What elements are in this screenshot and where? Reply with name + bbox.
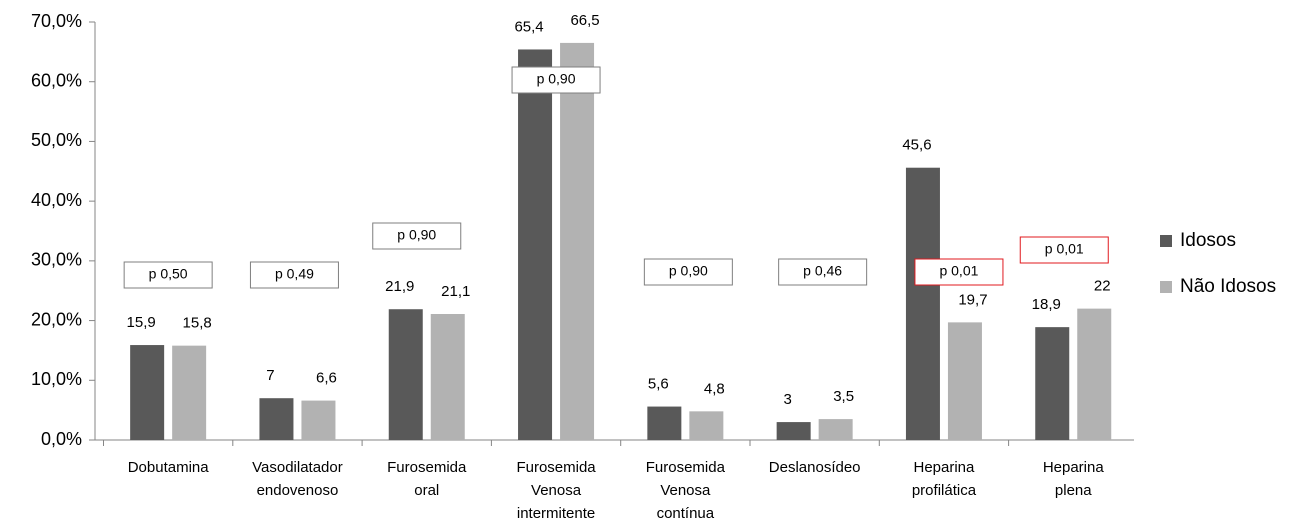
p-value-box	[372, 222, 462, 250]
p-value-label: p 0,01	[1045, 241, 1084, 257]
p-value-label: p 0,90	[669, 263, 708, 279]
bar	[689, 411, 724, 440]
y-tick-label: 10,0%	[31, 369, 82, 389]
bar	[1035, 327, 1070, 440]
y-tick-label: 60,0%	[31, 70, 82, 90]
p-value-label: p 0,01	[939, 263, 978, 279]
y-tick-label: 70,0%	[31, 11, 82, 31]
legend-swatch	[1160, 235, 1172, 247]
y-tick-label: 50,0%	[31, 130, 82, 150]
value-label: 19,7	[958, 291, 987, 308]
x-tick-label: endovenoso	[257, 482, 339, 499]
x-tick-label: Furosemida	[646, 459, 726, 476]
y-tick-label: 30,0%	[31, 250, 82, 270]
value-label: 7	[266, 367, 274, 384]
x-tick-label: Deslanosídeo	[769, 459, 861, 476]
p-value-box	[643, 258, 733, 286]
value-label: 15,8	[183, 315, 212, 332]
p-value-box	[511, 66, 601, 94]
x-tick-label: contínua	[657, 505, 715, 522]
bar	[430, 314, 465, 440]
bar	[259, 398, 294, 440]
p-value-box	[778, 258, 868, 286]
bar	[947, 322, 982, 440]
p-value-label: p 0,50	[149, 266, 188, 282]
value-label: 21,1	[441, 283, 470, 300]
x-tick-label: Venosa	[660, 482, 711, 499]
value-label: 15,9	[127, 314, 156, 331]
value-label: 18,9	[1032, 296, 1061, 313]
bar	[130, 345, 165, 440]
bar	[560, 42, 595, 441]
x-tick-label: plena	[1055, 482, 1092, 499]
x-tick-label: Vasodilatador	[252, 459, 343, 476]
p-value-box	[914, 258, 1004, 286]
p-value-label: p 0,46	[803, 263, 842, 279]
x-tick-label: oral	[414, 482, 439, 499]
p-value-label: p 0,90	[397, 227, 436, 243]
bar	[388, 309, 423, 440]
legend-swatch	[1160, 281, 1172, 293]
value-label: 65,4	[514, 18, 543, 35]
x-tick-label: Heparina	[1043, 459, 1105, 476]
value-label: 6,6	[316, 370, 337, 387]
x-tick-label: profilática	[912, 482, 977, 499]
x-tick-label: Furosemida	[387, 459, 467, 476]
legend-label: Idosos	[1180, 230, 1236, 251]
bar	[172, 345, 207, 440]
x-tick-label: Furosemida	[516, 459, 596, 476]
y-tick-label: 0,0%	[41, 429, 82, 449]
value-label: 4,8	[704, 380, 725, 397]
value-label: 21,9	[385, 278, 414, 295]
bar	[776, 422, 811, 440]
p-value-box	[123, 261, 213, 289]
bar	[1077, 308, 1112, 440]
bar	[518, 49, 553, 441]
value-label: 22	[1094, 278, 1111, 295]
bar	[818, 419, 853, 440]
value-label: 45,6	[902, 137, 931, 154]
value-label: 5,6	[648, 376, 669, 393]
value-label: 3,5	[833, 388, 854, 405]
value-label: 3	[783, 391, 791, 408]
x-tick-label: intermitente	[517, 505, 595, 522]
x-tick-label: Heparina	[914, 459, 976, 476]
p-value-box	[1019, 236, 1109, 264]
y-tick-label: 20,0%	[31, 309, 82, 329]
x-tick-label: Dobutamina	[128, 459, 210, 476]
legend-label: Não Idosos	[1180, 276, 1276, 297]
bar	[647, 406, 682, 440]
p-value-box	[249, 261, 339, 289]
p-value-label: p 0,90	[537, 71, 576, 87]
p-value-label: p 0,49	[275, 266, 314, 282]
x-tick-label: Venosa	[531, 482, 582, 499]
bar	[905, 167, 940, 440]
value-label: 66,5	[570, 12, 599, 29]
bar	[301, 400, 336, 440]
y-tick-label: 40,0%	[31, 190, 82, 210]
